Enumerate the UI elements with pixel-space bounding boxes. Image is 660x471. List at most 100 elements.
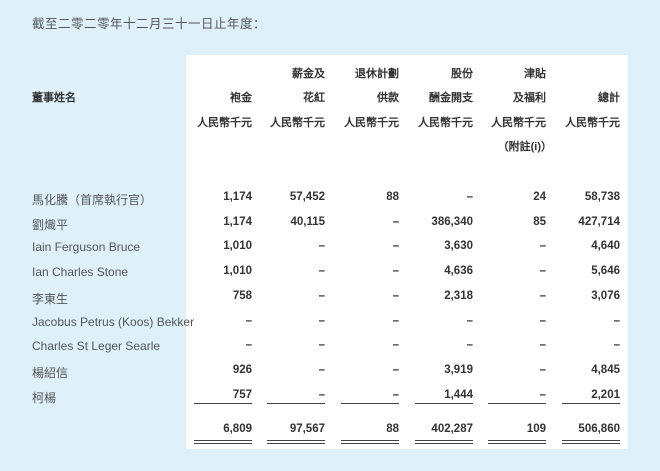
total-cell: 6,809 xyxy=(223,423,252,435)
table-cell: – xyxy=(539,240,546,253)
table-cell: 757 xyxy=(232,388,252,401)
table-panel xyxy=(186,55,628,449)
table-cell: 1,174 xyxy=(223,191,252,203)
total-cell: 97,567 xyxy=(289,423,325,435)
director-name: Iain Ferguson Bruce xyxy=(32,240,141,255)
table-cell: – xyxy=(392,215,399,228)
column-header-line1: 股份 xyxy=(451,68,473,80)
column-header-line1: 薪金及 xyxy=(292,68,325,80)
table-cell: – xyxy=(318,289,325,302)
table-cell: – xyxy=(318,265,325,278)
column-header-line2: 總計 xyxy=(598,92,620,104)
total-cell: 88 xyxy=(386,423,399,435)
table-cell: 1,174 xyxy=(223,215,252,228)
subtotal-rule xyxy=(415,403,473,404)
total-double-rule xyxy=(415,440,473,444)
director-name: Jacobus Petrus (Koos) Bekker xyxy=(32,314,195,329)
table-cell: – xyxy=(245,339,252,352)
total-double-rule xyxy=(488,440,546,444)
director-name: 李東生 xyxy=(32,291,69,306)
column-unit: 人民幣千元 xyxy=(418,117,473,129)
table-cell: 58,738 xyxy=(584,191,620,203)
table-cell: – xyxy=(539,314,546,327)
table-cell: 1,010 xyxy=(223,240,252,253)
table-cell: – xyxy=(392,339,399,352)
table-cell: 4,845 xyxy=(591,363,620,376)
table-cell: – xyxy=(539,339,546,352)
total-cell: 506,860 xyxy=(578,423,620,435)
table-cell: – xyxy=(245,314,252,327)
table-cell: – xyxy=(318,240,325,253)
column-unit: 人民幣千元 xyxy=(565,117,620,129)
table-cell: – xyxy=(539,363,546,376)
table-cell: 85 xyxy=(533,215,546,228)
table-cell: 758 xyxy=(232,289,252,302)
table-cell: 3,076 xyxy=(591,289,620,302)
column-header-line1: 退休計劃 xyxy=(355,68,399,80)
column-header-line2: 酬金開支 xyxy=(429,92,473,104)
column-unit: 人民幣千元 xyxy=(344,117,399,129)
director-name: Charles St Leger Searle xyxy=(32,339,161,354)
table-cell: 427,714 xyxy=(578,215,620,228)
table-cell: 2,201 xyxy=(591,388,620,401)
table-cell: – xyxy=(539,265,546,278)
total-double-rule xyxy=(341,440,399,444)
table-cell: 40,115 xyxy=(290,215,325,228)
subtotal-rule xyxy=(488,403,546,404)
table-cell: 88 xyxy=(386,191,399,203)
table-cell: – xyxy=(466,339,473,352)
column-header-line2: 及福利 xyxy=(513,92,546,104)
table-cell: – xyxy=(392,265,399,278)
table-cell: – xyxy=(613,314,620,327)
table-cell: 4,640 xyxy=(591,240,620,253)
column-header-line2: 花紅 xyxy=(303,92,325,104)
total-cell: 402,287 xyxy=(431,423,473,435)
table-cell: 57,452 xyxy=(289,191,325,203)
period-title: 截至二零二零年十二月三十一日止年度： xyxy=(32,17,267,31)
column-note: （附註(i)） xyxy=(497,141,552,153)
subtotal-rule xyxy=(341,403,399,404)
table-cell: – xyxy=(318,388,325,401)
table-cell: – xyxy=(613,339,620,352)
table-cell: – xyxy=(392,363,399,376)
column-unit: 人民幣千元 xyxy=(270,117,325,129)
table-cell: – xyxy=(318,339,325,352)
table-cell: – xyxy=(539,289,546,302)
table-cell: – xyxy=(318,314,325,327)
table-cell: 1,444 xyxy=(444,388,473,401)
column-unit: 人民幣千元 xyxy=(491,117,546,129)
table-cell: 926 xyxy=(232,363,252,376)
table-cell: 2,318 xyxy=(444,289,473,302)
table-cell: – xyxy=(392,388,399,401)
subtotal-rule xyxy=(267,403,325,404)
column-header-line1: 津貼 xyxy=(524,68,546,80)
director-name: 馬化騰（首席執行官） xyxy=(32,193,153,207)
table-cell: 4,636 xyxy=(444,265,473,278)
table-cell: 386,340 xyxy=(431,215,473,228)
table-cell: 3,919 xyxy=(444,363,473,376)
total-double-rule xyxy=(267,440,325,444)
subtotal-rule xyxy=(194,403,252,404)
table-cell: – xyxy=(392,314,399,327)
table-cell: – xyxy=(466,191,473,203)
table-cell: 1,010 xyxy=(223,265,252,278)
table-cell: 5,646 xyxy=(591,265,620,278)
total-double-rule xyxy=(562,440,620,444)
table-cell: – xyxy=(392,240,399,253)
table-cell: – xyxy=(392,289,399,302)
director-name-header: 董事姓名 xyxy=(32,92,76,104)
total-cell: 109 xyxy=(526,423,546,435)
table-cell: 24 xyxy=(533,191,546,203)
table-cell: – xyxy=(318,363,325,376)
subtotal-rule xyxy=(562,403,620,404)
table-cell: – xyxy=(466,314,473,327)
table-cell: – xyxy=(539,388,546,401)
table-cell: 3,630 xyxy=(444,240,473,253)
director-name: Ian Charles Stone xyxy=(32,265,129,280)
total-double-rule xyxy=(194,440,252,444)
column-unit: 人民幣千元 xyxy=(197,117,252,129)
column-header-line2: 供款 xyxy=(377,92,399,104)
column-header-line2: 袍金 xyxy=(230,92,252,104)
director-name: 劉熾平 xyxy=(32,217,69,232)
director-name: 楊紹信 xyxy=(32,365,69,380)
